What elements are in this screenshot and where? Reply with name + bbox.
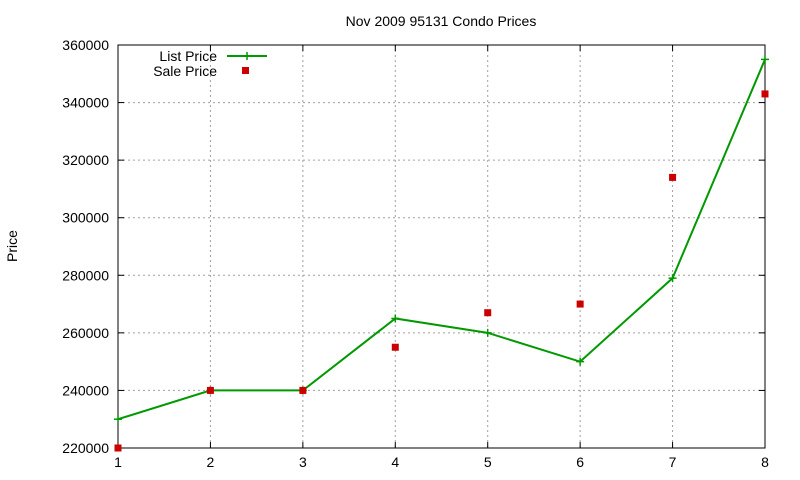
sale-price-point [114, 444, 122, 452]
legend-label-sale-price: Sale Price [153, 63, 217, 79]
series-line-list-price [117, 59, 766, 421]
sale-price-point [761, 90, 769, 98]
y-tick-label: 260000 [62, 325, 109, 341]
sale-price-point [576, 300, 584, 308]
x-tick-label: 5 [484, 454, 492, 470]
list-price-point [668, 274, 677, 283]
y-tick-label: 300000 [62, 210, 109, 226]
y-tick-label: 340000 [62, 95, 109, 111]
list-price-point [576, 357, 585, 366]
y-tick-label: 360000 [62, 37, 109, 53]
x-tick-label: 4 [391, 454, 399, 470]
legend-marker-sale-price [242, 67, 249, 74]
list-price-point [483, 328, 492, 337]
y-tick-label: 220000 [62, 440, 109, 456]
x-tick-label: 7 [669, 454, 677, 470]
legend-marker-list-price [243, 52, 251, 60]
legend-label-list-price: List Price [159, 48, 217, 64]
sale-price-point [206, 386, 214, 394]
sale-price-point [391, 343, 399, 351]
tick-labels: 1 2 3 4 5 6 7 8 220000 240000 260000 280000 300000 32… [62, 37, 769, 470]
y-tick-label: 280000 [62, 267, 109, 283]
x-tick-label: 8 [761, 454, 769, 470]
axis-ticks [117, 44, 766, 449]
plot-area-border [117, 44, 766, 449]
list-price-point [391, 314, 400, 323]
y-tick-label: 320000 [62, 152, 109, 168]
sale-price-point [484, 309, 492, 317]
sale-price-point [299, 386, 307, 394]
list-price-point [761, 55, 769, 64]
data-series [114, 55, 769, 452]
x-tick-label: 1 [114, 454, 122, 470]
list-price-point [114, 415, 122, 424]
sale-price-point [669, 173, 677, 181]
x-tick-label: 2 [207, 454, 215, 470]
legend: List Price Sale Price [153, 48, 267, 79]
x-tick-label: 6 [576, 454, 584, 470]
y-axis-label: Price [4, 230, 20, 262]
x-tick-label: 3 [299, 454, 307, 470]
y-tick-label: 240000 [62, 382, 109, 398]
chart-title: Nov 2009 95131 Condo Prices [346, 13, 537, 29]
grid-lines [118, 45, 765, 448]
